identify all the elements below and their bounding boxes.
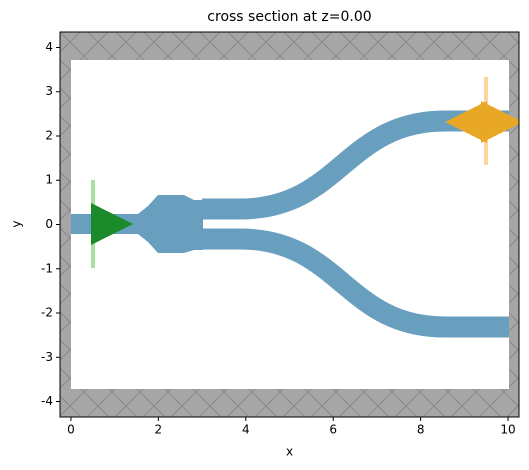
x-tick-label: 4 (242, 423, 250, 437)
x-tick-label: 2 (155, 423, 163, 437)
chart-title: cross section at z=0.00 (207, 9, 371, 25)
y-tick-label: 4 (45, 40, 53, 54)
pml-bottom (60, 389, 519, 417)
x-tick-label: 6 (329, 423, 337, 437)
y-tick-label: -1 (41, 261, 53, 275)
y-tick-label: -4 (41, 394, 53, 408)
pml-top (60, 32, 519, 60)
x-tick-label: 8 (417, 423, 425, 437)
y-tick-label: 0 (45, 217, 53, 231)
x-tick-label: 0 (67, 423, 75, 437)
lower-arm (202, 228, 519, 338)
y-tick-label: -3 (41, 350, 53, 364)
pml-left (60, 32, 71, 417)
upper-arm (202, 110, 519, 220)
x-axis-label: x (286, 445, 293, 459)
geometry (60, 32, 519, 417)
x-tick-label: 10 (500, 423, 515, 437)
y-axis-label: y (10, 220, 24, 227)
pml-right (509, 32, 519, 417)
y-tick-label: 3 (45, 84, 53, 98)
y-tick-label: 2 (45, 128, 53, 142)
y-tick-label: -2 (41, 306, 53, 320)
y-tick-label: 1 (45, 173, 53, 187)
